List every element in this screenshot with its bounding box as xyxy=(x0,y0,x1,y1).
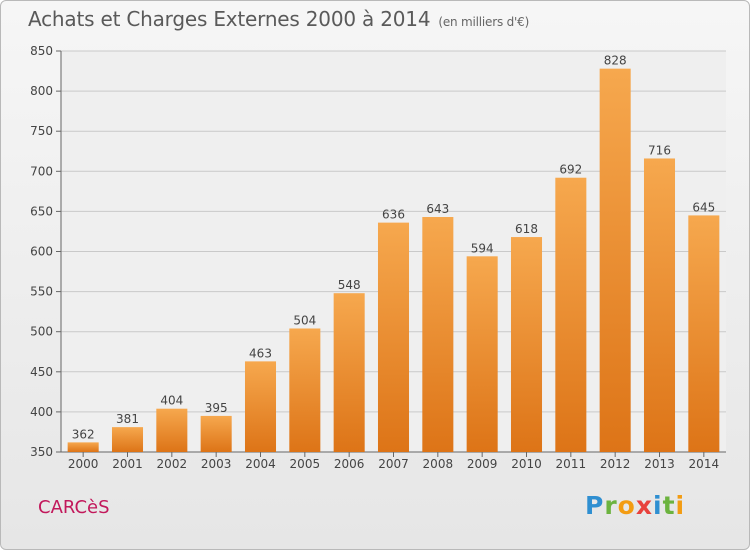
x-tick-label: 2005 xyxy=(290,457,321,471)
logo-letter: P xyxy=(585,491,605,520)
x-tick-label: 2000 xyxy=(68,457,99,471)
bar xyxy=(643,158,676,452)
bar xyxy=(289,328,321,452)
y-tick-label: 550 xyxy=(30,285,53,299)
logo-letter: t xyxy=(662,491,676,520)
y-tick-label: 650 xyxy=(30,204,53,218)
bars xyxy=(67,68,720,453)
chart-subtitle: (en milliers d'€) xyxy=(438,15,530,29)
bar xyxy=(156,408,188,452)
y-tick-label: 800 xyxy=(30,84,53,98)
commune-name: CARCèS xyxy=(38,497,110,518)
proxiti-logo: Proxiti xyxy=(585,491,685,520)
x-tick-label: 2011 xyxy=(556,457,587,471)
x-tick-label: 2008 xyxy=(423,457,454,471)
y-tick-label: 600 xyxy=(30,245,53,259)
data-label: 828 xyxy=(604,54,627,68)
data-labels: 362 381 404 395 463 504 548 636 643 594 618 692 828 7… xyxy=(72,54,716,442)
logo-letter: o xyxy=(617,491,636,520)
logo-letter: x xyxy=(635,491,653,520)
data-label: 548 xyxy=(338,278,361,292)
y-tick-label: 400 xyxy=(30,405,53,419)
data-label: 463 xyxy=(249,346,272,360)
x-tick-label: 2009 xyxy=(467,457,498,471)
data-label: 692 xyxy=(559,163,582,177)
data-label: 381 xyxy=(116,412,139,426)
bar xyxy=(466,256,498,452)
y-tick-label: 750 xyxy=(30,124,53,138)
logo-letter: r xyxy=(604,491,618,520)
bar xyxy=(422,217,454,452)
data-label: 395 xyxy=(205,401,228,415)
logo-letter: i xyxy=(653,491,663,520)
data-label: 594 xyxy=(471,241,494,255)
bar xyxy=(555,177,587,452)
x-tick-label: 2004 xyxy=(245,457,276,471)
chart-title: Achats et Charges Externes 2000 à 2014 (e… xyxy=(28,7,529,31)
bar xyxy=(599,68,631,453)
data-label: 716 xyxy=(648,143,671,157)
data-label: 643 xyxy=(426,202,449,216)
y-tick-label: 500 xyxy=(30,325,53,339)
bar xyxy=(67,442,99,452)
x-tick-label: 2002 xyxy=(157,457,188,471)
y-tick-label: 850 xyxy=(30,44,53,58)
data-label: 362 xyxy=(72,427,95,441)
x-tick-label: 2001 xyxy=(112,457,143,471)
bar xyxy=(688,215,720,452)
x-tick-label: 2010 xyxy=(511,457,542,471)
data-label: 645 xyxy=(692,200,715,214)
x-tick-label: 2006 xyxy=(334,457,365,471)
data-label: 404 xyxy=(160,394,183,408)
x-tick-label: 2007 xyxy=(378,457,409,471)
bar xyxy=(200,415,232,452)
bar xyxy=(510,237,543,452)
x-tick-label: 2012 xyxy=(600,457,631,471)
bar xyxy=(377,222,410,452)
x-tick-label: 2013 xyxy=(644,457,675,471)
bar xyxy=(111,427,144,452)
x-tick-label: 2003 xyxy=(201,457,232,471)
bar xyxy=(333,293,365,452)
data-label: 504 xyxy=(293,313,316,327)
bar xyxy=(244,361,277,452)
y-tick-label: 350 xyxy=(30,445,53,459)
y-tick-label: 450 xyxy=(30,365,53,379)
data-label: 636 xyxy=(382,208,405,222)
data-label: 618 xyxy=(515,222,538,236)
chart-title-text: Achats et Charges Externes 2000 à 2014 xyxy=(28,7,431,31)
y-tick-label: 700 xyxy=(30,164,53,178)
logo-letter: i xyxy=(675,491,686,520)
x-tick-label: 2014 xyxy=(689,457,720,471)
